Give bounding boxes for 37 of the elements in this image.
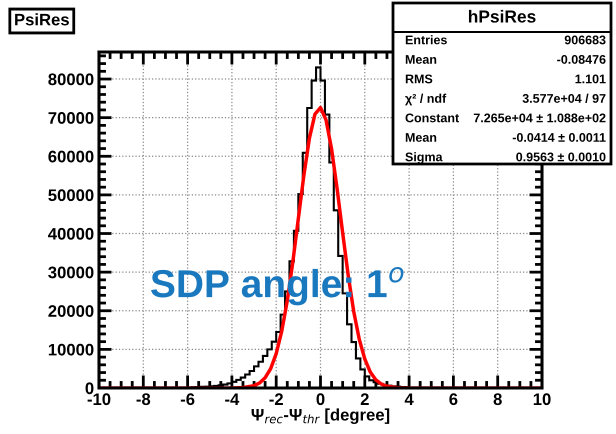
annotation: 7.265e+04 ± 1.088e+02 [474,114,606,122]
x-tick-label: -8 [136,393,150,406]
x-tick-label: -6 [180,393,194,406]
y-tick-label: 10000 [48,344,94,356]
x-tick-label: 4 [404,393,414,405]
y-tick-label: 80000 [48,73,94,86]
annotation: Mean [406,133,436,142]
text: 906683 [564,36,606,44]
x-tick-label: 2 [360,393,369,405]
x-tick-label: -2 [269,393,283,405]
y-tick-label: 50000 [48,189,94,202]
x-axis-title: Ψ$_{rec}$-Ψ$_{thr}$ [degree] [252,408,390,424]
annotation: Constant [406,114,460,122]
x-tick-label: -10 [88,393,110,406]
annotation: χ² / ndf [405,94,446,106]
y-tick-label: 70000 [48,112,94,124]
y-tick-label: 40000 [48,228,94,240]
x-tick-label: 10 [534,393,551,406]
y-tick-label: 20000 [48,305,94,317]
y-tick-label: 60000 [48,150,94,162]
annotation: 3.577e+04 / 97 [522,94,606,103]
text: 1.101 [576,74,606,84]
x-tick-label: -4 [225,393,240,405]
x-tick-label: 6 [449,393,458,406]
x-tick-label: 0 [316,393,324,406]
annotation: RMS [406,74,432,84]
text: Entries [406,35,447,44]
chart-title: PsiRes [15,13,69,26]
annotation: -0.0414 ± 0.0011 [512,133,606,142]
annotation: Sigma [405,152,443,164]
x-tick-label: 8 [494,393,502,406]
text: -0.08476 [557,55,606,64]
text: hPsiRes [468,10,536,23]
annotation: 0.9563 ± 0.0010 [516,152,606,162]
y-tick-label: 0 [86,382,94,394]
y-tick-label: 30000 [48,266,94,278]
annotation: Mean [406,55,436,64]
